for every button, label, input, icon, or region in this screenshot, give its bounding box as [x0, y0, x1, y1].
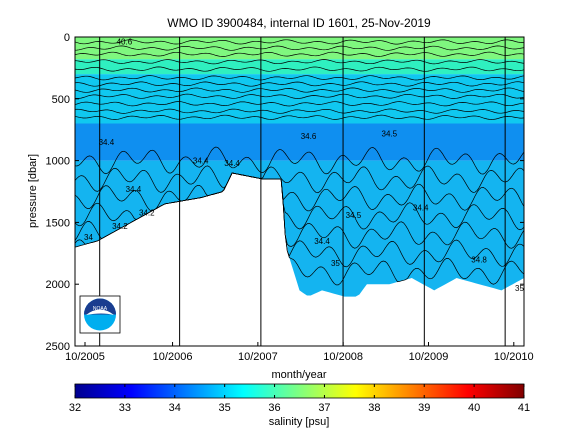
x-axis: 10/2005 10/2006 10/2007 10/2008 10/2009 10/20…: [65, 342, 534, 363]
contour-label: 34.6: [301, 132, 317, 141]
colorbar-tick-label: 32: [69, 402, 81, 414]
x-axis-label: month/year: [271, 369, 326, 381]
chart-title: WMO ID 3900484, internal ID 1601, 25-Nov…: [167, 16, 431, 30]
contour-line-7: [75, 87, 524, 93]
contour-label: 34.4: [99, 138, 115, 147]
colorbar-ticks: 32 33 34 35 36 37 38 39 40 41: [69, 384, 530, 414]
salinity-band-2: [75, 74, 524, 124]
colorbar-tick-label: 33: [119, 402, 131, 414]
salinity-band-4: [75, 160, 524, 297]
salinity-band-0: [75, 37, 524, 60]
contour-line-3: [75, 59, 524, 65]
contour-label: 34: [84, 233, 93, 242]
colorbar-tick-label: 38: [368, 402, 380, 414]
contour-line-1: [75, 45, 524, 51]
plot-frame: [74, 36, 525, 347]
colorbar: 32 33 34 35 36 37 38 39 40 41 salinity [psu]: [69, 383, 530, 428]
contour-label: 34.2: [139, 209, 155, 218]
colorbar-tick-label: 39: [418, 402, 430, 414]
contour-label: 34.4: [413, 204, 429, 213]
x-tick-label: 10/2009: [409, 351, 449, 363]
contour-label: 34.4: [126, 185, 142, 194]
y-tick-label: 0: [64, 32, 70, 44]
contour-line-2: [75, 51, 524, 57]
year-lines: [99, 37, 506, 346]
logo-text: NOAA: [93, 306, 108, 312]
colorbar-tick-label: 40: [468, 402, 480, 414]
colorbar-tick-label: 41: [518, 402, 530, 414]
y-tick-label: 2000: [46, 279, 70, 291]
contour-label: 35: [515, 284, 524, 293]
contour-line-13: [75, 165, 524, 194]
colorbar-tick-label: 34: [169, 402, 181, 414]
y-axis: 0 500 1000 1500 2000 2500: [46, 32, 524, 353]
salinity-bands: [75, 37, 524, 297]
contour-line-10: [75, 108, 524, 114]
contour-lines: [75, 39, 524, 286]
y-tick-label: 2500: [46, 341, 70, 353]
colorbar-tick-label: 36: [268, 402, 280, 414]
x-tick-label: 10/2008: [323, 351, 363, 363]
contour-label: 40.6: [117, 37, 133, 46]
y-tick-label: 1000: [46, 156, 70, 168]
x-tick-label: 10/2006: [153, 351, 193, 363]
contour-label: 35: [331, 259, 340, 268]
x-tick-label: 10/2005: [65, 351, 105, 363]
contour-line-12: [75, 146, 524, 175]
x-tick-label: 10/2010: [494, 351, 534, 363]
colorbar-tick-label: 35: [219, 402, 231, 414]
contour-label: 34.4: [193, 157, 209, 166]
y-tick-label: 500: [52, 94, 70, 106]
colorbar-label: salinity [psu]: [269, 416, 330, 428]
noaa-logo: NOAA: [79, 295, 121, 334]
contour-line-6: [75, 81, 524, 87]
salinity-band-1: [75, 59, 524, 75]
contour-line-14: [75, 172, 524, 212]
x-tick-label: 10/2007: [238, 351, 278, 363]
contour-line-9: [75, 101, 524, 107]
y-tick-label: 1500: [46, 217, 70, 229]
contour-label: 34.4: [224, 159, 240, 168]
y-axis-label: pressure [dbar]: [27, 154, 39, 228]
colorbar-tick-label: 37: [318, 402, 330, 414]
contour-line-4: [75, 66, 524, 72]
colorbar-gradient: [74, 383, 525, 399]
contour-label: 34.4: [314, 237, 330, 246]
contour-label: 34.5: [346, 211, 362, 220]
contour-label: 34.8: [471, 256, 487, 265]
plot-area: 34 34.2 34.2 34.4 34.4 34.5 34.4 34.6 34.5 34.4 34…: [75, 37, 524, 297]
contour-label: 34.2: [112, 222, 128, 231]
salinity-band-3: [75, 123, 524, 161]
contour-labels: 34 34.2 34.2 34.4 34.4 34.5 34.4 34.6 34.5 34.4 34…: [84, 37, 524, 293]
contour-line-18: [75, 172, 524, 286]
contour-line-5: [75, 75, 524, 81]
contour-line-0: [75, 39, 524, 45]
contour-label: 34.5: [382, 129, 398, 138]
contour-line-8: [75, 93, 524, 99]
contour-line-11: [75, 114, 524, 120]
